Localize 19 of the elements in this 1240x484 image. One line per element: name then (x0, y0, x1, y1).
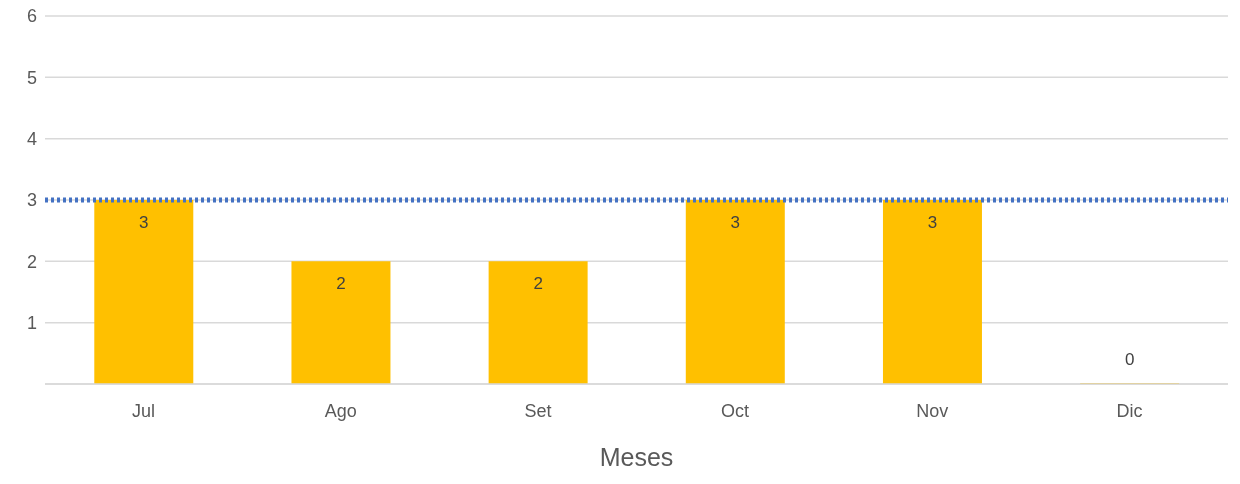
y-tick-label: 6 (26, 6, 37, 27)
y-tick-label: 2 (26, 251, 37, 272)
x-tick-label: Set (524, 400, 552, 421)
data-label: 3 (730, 213, 741, 232)
data-label: 2 (533, 274, 543, 294)
y-tick-label: 1 (26, 313, 37, 334)
x-tick-label: Nov (916, 400, 949, 421)
data-label: 2 (336, 274, 346, 294)
y-tick-label: 3 (26, 190, 37, 211)
data-label: 3 (139, 213, 149, 232)
data-label: 0 (1124, 350, 1135, 369)
x-tick-label: Ago (324, 400, 357, 421)
x-tick-label: Jul (132, 400, 156, 421)
y-tick-label: 4 (26, 129, 37, 150)
y-tick-label: 5 (26, 67, 37, 88)
x-tick-label: Oct (721, 400, 750, 421)
data-label: 3 (927, 213, 938, 232)
x-axis-title: Meses (599, 443, 674, 471)
x-tick-label: Dic (1116, 400, 1143, 421)
